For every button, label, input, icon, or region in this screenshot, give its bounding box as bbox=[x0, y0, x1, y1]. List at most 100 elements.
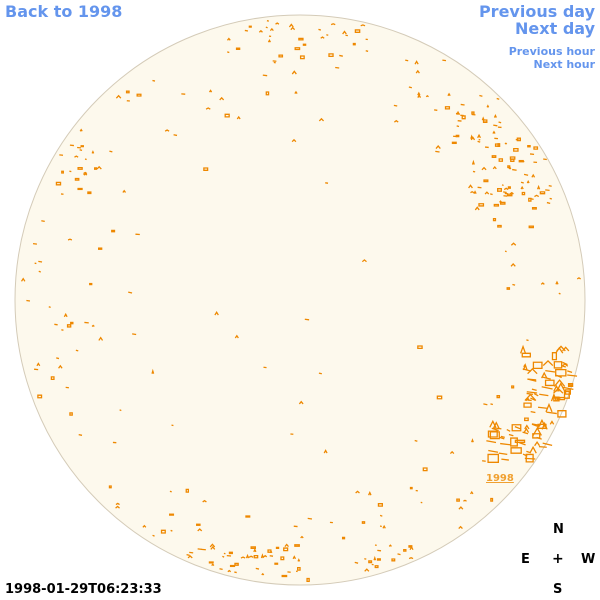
contour-fragment bbox=[496, 97, 500, 100]
contour-fragment bbox=[318, 117, 325, 122]
contour-fragment bbox=[368, 560, 373, 564]
contour-fragment bbox=[87, 191, 92, 195]
next-hour-link[interactable]: Next hour bbox=[533, 58, 596, 71]
contour-fragment bbox=[63, 312, 68, 318]
contour-fragment bbox=[235, 47, 241, 51]
contour-fragment bbox=[511, 424, 522, 432]
contour-fragment bbox=[543, 158, 547, 161]
contour-fragment bbox=[274, 562, 279, 565]
contour-fragment bbox=[226, 37, 231, 41]
contour-fragment bbox=[352, 42, 356, 46]
contour-fragment bbox=[283, 547, 289, 552]
contour-fragment bbox=[417, 91, 421, 96]
contour-fragment bbox=[115, 94, 122, 99]
contour-fragment bbox=[526, 392, 534, 396]
contour-fragment bbox=[269, 27, 274, 32]
contour-fragment bbox=[261, 572, 265, 576]
contour-fragment bbox=[491, 155, 497, 158]
contour-fragment bbox=[422, 467, 428, 472]
contour-fragment bbox=[408, 545, 413, 548]
compass-west: W bbox=[581, 552, 596, 567]
contour-fragment bbox=[435, 145, 441, 149]
contour-fragment bbox=[483, 179, 489, 183]
contour-fragment bbox=[397, 553, 401, 556]
contour-fragment bbox=[170, 529, 173, 532]
contour-fragment bbox=[479, 94, 483, 97]
contour-fragment bbox=[549, 197, 553, 200]
contour-fragment bbox=[477, 133, 481, 139]
contour-fragment bbox=[209, 543, 216, 548]
contour-fragment bbox=[205, 107, 211, 110]
contour-fragment bbox=[214, 311, 219, 316]
contour-fragment bbox=[302, 43, 307, 46]
contour-fragment bbox=[553, 387, 564, 394]
compass-north: N bbox=[553, 522, 564, 537]
contour-fragment bbox=[74, 155, 79, 158]
contour-fragment bbox=[74, 177, 80, 181]
contour-fragment bbox=[142, 524, 147, 528]
contour-fragment bbox=[119, 409, 122, 412]
contour-fragment bbox=[318, 28, 321, 31]
contour-fragment bbox=[189, 551, 194, 554]
contour-fragment bbox=[510, 447, 522, 454]
contour-fragment bbox=[510, 158, 515, 162]
contour-fragment bbox=[531, 173, 536, 178]
contour-fragment bbox=[576, 277, 581, 280]
contour-fragment bbox=[294, 544, 300, 547]
next-day-link[interactable]: Next day bbox=[515, 19, 595, 38]
contour-fragment bbox=[501, 458, 509, 461]
contour-fragment bbox=[273, 61, 276, 64]
contour-fragment bbox=[61, 170, 64, 174]
contour-fragment bbox=[525, 453, 534, 463]
contour-fragment bbox=[542, 359, 554, 367]
contour-fragment bbox=[486, 104, 490, 108]
contour-fragment bbox=[511, 385, 515, 389]
contour-fragment bbox=[227, 51, 230, 54]
contour-fragment bbox=[531, 206, 537, 210]
contour-fragment bbox=[444, 106, 451, 110]
contour-fragment bbox=[373, 555, 377, 561]
contour-fragment bbox=[245, 553, 250, 559]
contour-fragment bbox=[339, 54, 343, 57]
contour-fragment bbox=[534, 194, 540, 198]
contour-fragment bbox=[297, 558, 301, 562]
contour-fragment bbox=[545, 369, 556, 373]
contour-fragment bbox=[492, 165, 497, 170]
contour-fragment bbox=[487, 453, 499, 463]
contour-fragment bbox=[482, 460, 486, 462]
contour-fragment bbox=[520, 181, 524, 184]
contour-fragment bbox=[484, 191, 490, 195]
contour-fragment bbox=[548, 185, 552, 187]
previous-hour-link[interactable]: Previous hour bbox=[508, 45, 595, 58]
contour-fragment bbox=[537, 423, 547, 429]
contour-fragment bbox=[211, 563, 215, 566]
contour-fragment bbox=[298, 400, 304, 405]
contour-fragment bbox=[341, 536, 346, 540]
contour-fragment bbox=[526, 391, 538, 394]
contour-fragment bbox=[32, 242, 38, 245]
contour-fragment bbox=[280, 556, 285, 561]
contour-fragment bbox=[494, 427, 502, 430]
contour-fragment bbox=[546, 411, 557, 415]
contour-fragment bbox=[364, 568, 370, 572]
previous-day-link[interactable]: Previous day bbox=[478, 2, 595, 21]
contour-fragment bbox=[499, 201, 506, 205]
contour-fragment bbox=[408, 86, 413, 89]
contour-fragment bbox=[222, 555, 225, 558]
contour-fragment bbox=[275, 546, 280, 550]
contour-fragment bbox=[354, 561, 359, 564]
contour-fragment bbox=[77, 187, 83, 191]
contour-fragment bbox=[306, 577, 310, 583]
contour-fragment bbox=[524, 424, 530, 430]
contour-fragment bbox=[471, 438, 474, 443]
contour-fragment bbox=[510, 262, 516, 267]
contour-fragment bbox=[132, 333, 137, 336]
active-region-label-link[interactable]: 1998 bbox=[486, 473, 514, 484]
back-to-year-link[interactable]: Back to 1998 bbox=[5, 2, 123, 21]
contour-fragment bbox=[528, 225, 534, 229]
contour-fragment bbox=[498, 158, 504, 162]
contour-fragment bbox=[248, 25, 252, 28]
contour-fragment bbox=[477, 140, 481, 143]
contour-fragment bbox=[298, 37, 304, 41]
